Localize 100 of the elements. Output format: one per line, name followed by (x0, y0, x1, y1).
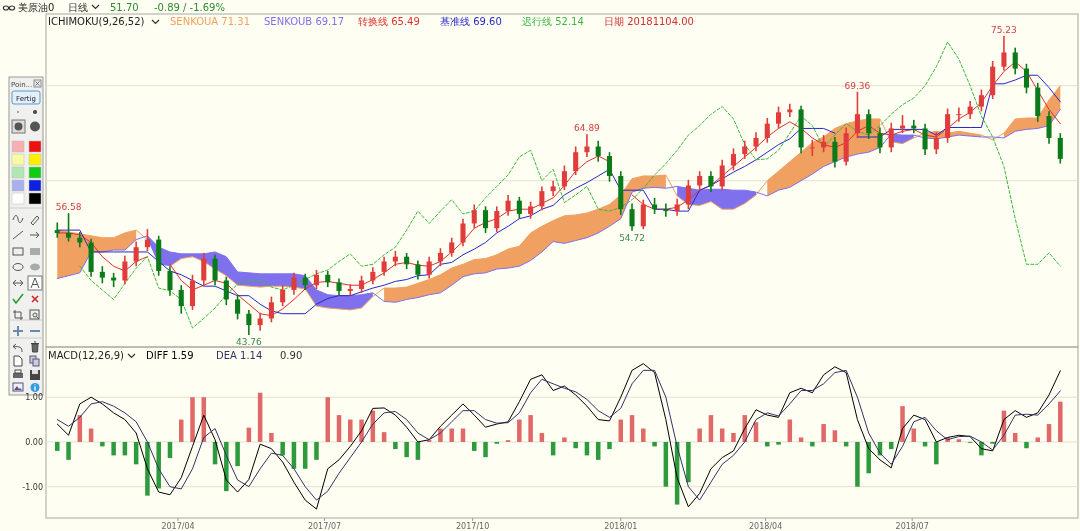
text: 基准线 69.60 (440, 16, 502, 27)
annotation: 54.72 (619, 232, 645, 243)
candlestick (178, 284, 184, 315)
candlestick (945, 107, 951, 144)
candlestick (663, 202, 669, 218)
candlestick (1057, 132, 1063, 165)
candlestick (877, 126, 883, 154)
candlestick (505, 194, 511, 217)
bar (562, 437, 567, 442)
candlestick (167, 265, 173, 297)
x-tick-label: 2017/10 (456, 522, 490, 531)
candlestick (144, 228, 150, 252)
text: 转换线 65.49 (358, 16, 420, 27)
bar (111, 441, 116, 456)
candlestick (629, 202, 635, 232)
bar (573, 441, 578, 449)
annotation: 64.89 (574, 123, 601, 134)
candlestick (437, 247, 443, 268)
candlestick (223, 275, 229, 306)
candlestick (776, 105, 782, 130)
bar (66, 441, 71, 460)
candlestick (832, 136, 838, 169)
candlestick (753, 131, 759, 153)
candlestick (415, 259, 421, 281)
candlestick (291, 272, 297, 296)
y-tick-label: -1.00 (22, 482, 43, 492)
candlestick (494, 205, 500, 233)
bar (404, 441, 409, 458)
candlestick (1046, 110, 1052, 145)
annotation: 0.90 (280, 350, 303, 361)
legend-title: ICHIMOKU(9,26,52) (48, 16, 145, 27)
bar (934, 441, 939, 465)
candlestick (685, 178, 691, 211)
legend-title: MACD(12,26,9) (48, 350, 125, 361)
bar (798, 437, 804, 442)
bar (1024, 441, 1029, 449)
bar (776, 441, 781, 445)
candlestick (888, 121, 894, 153)
candlestick (66, 212, 72, 243)
bar (821, 424, 826, 442)
bar (55, 441, 60, 451)
bar (697, 428, 702, 442)
x-tick-label: 2018/07 (895, 522, 929, 531)
candlestick (426, 255, 432, 280)
candlestick (449, 236, 455, 258)
candlestick (471, 203, 477, 230)
x-tick-label: 2018/04 (749, 522, 783, 531)
bar (1035, 437, 1041, 442)
bar (517, 419, 522, 442)
bar (381, 432, 387, 442)
chart-title: 美原油0 (18, 2, 55, 13)
candlestick (866, 108, 872, 140)
candlestick (347, 283, 353, 297)
annotation: 75.23 (991, 25, 1017, 35)
candlestick (708, 170, 714, 193)
candlestick (697, 170, 703, 191)
x-tick-label: 2018/01 (604, 522, 638, 531)
bar (483, 441, 488, 458)
bar (393, 441, 398, 450)
text: SENKOUA 71.31 (170, 16, 250, 27)
candlestick (460, 217, 466, 248)
text: DIFF 1.59 (146, 350, 194, 361)
bar (956, 439, 962, 442)
bar (314, 441, 319, 460)
x-tick-label: 2017/04 (161, 522, 195, 531)
bar (855, 441, 860, 487)
candlestick (922, 122, 928, 156)
bar (652, 441, 657, 447)
text: -0.89 / -1.69% (154, 2, 225, 13)
text: 51.70 (110, 2, 139, 13)
bar (866, 441, 871, 474)
candlestick (956, 106, 962, 123)
bar (348, 419, 353, 442)
x-tick-label: 2017/07 (307, 522, 342, 531)
candlestick (978, 88, 984, 113)
bar (145, 441, 150, 496)
candlestick (133, 240, 139, 268)
candlestick (516, 196, 522, 220)
candlestick (54, 221, 60, 239)
bar (472, 441, 477, 451)
text: 日期 20181104.00 (604, 16, 694, 27)
candlestick (573, 145, 579, 176)
y-tick-label: 0.00 (25, 437, 43, 447)
bar (686, 441, 691, 483)
candlestick (212, 254, 218, 287)
candlestick (246, 309, 252, 336)
bar (607, 441, 612, 450)
bar (190, 397, 195, 442)
annotation: 69.36 (844, 80, 871, 91)
bar (280, 441, 285, 456)
candlestick (235, 293, 241, 321)
bar (1058, 401, 1063, 442)
text: 迟行线 52.14 (522, 16, 584, 27)
candlestick (280, 284, 286, 307)
candlestick (539, 185, 545, 211)
candlestick (787, 102, 793, 118)
candlestick (561, 164, 567, 191)
candlestick (719, 159, 725, 191)
candlestick (1012, 46, 1018, 76)
bar (539, 433, 545, 442)
